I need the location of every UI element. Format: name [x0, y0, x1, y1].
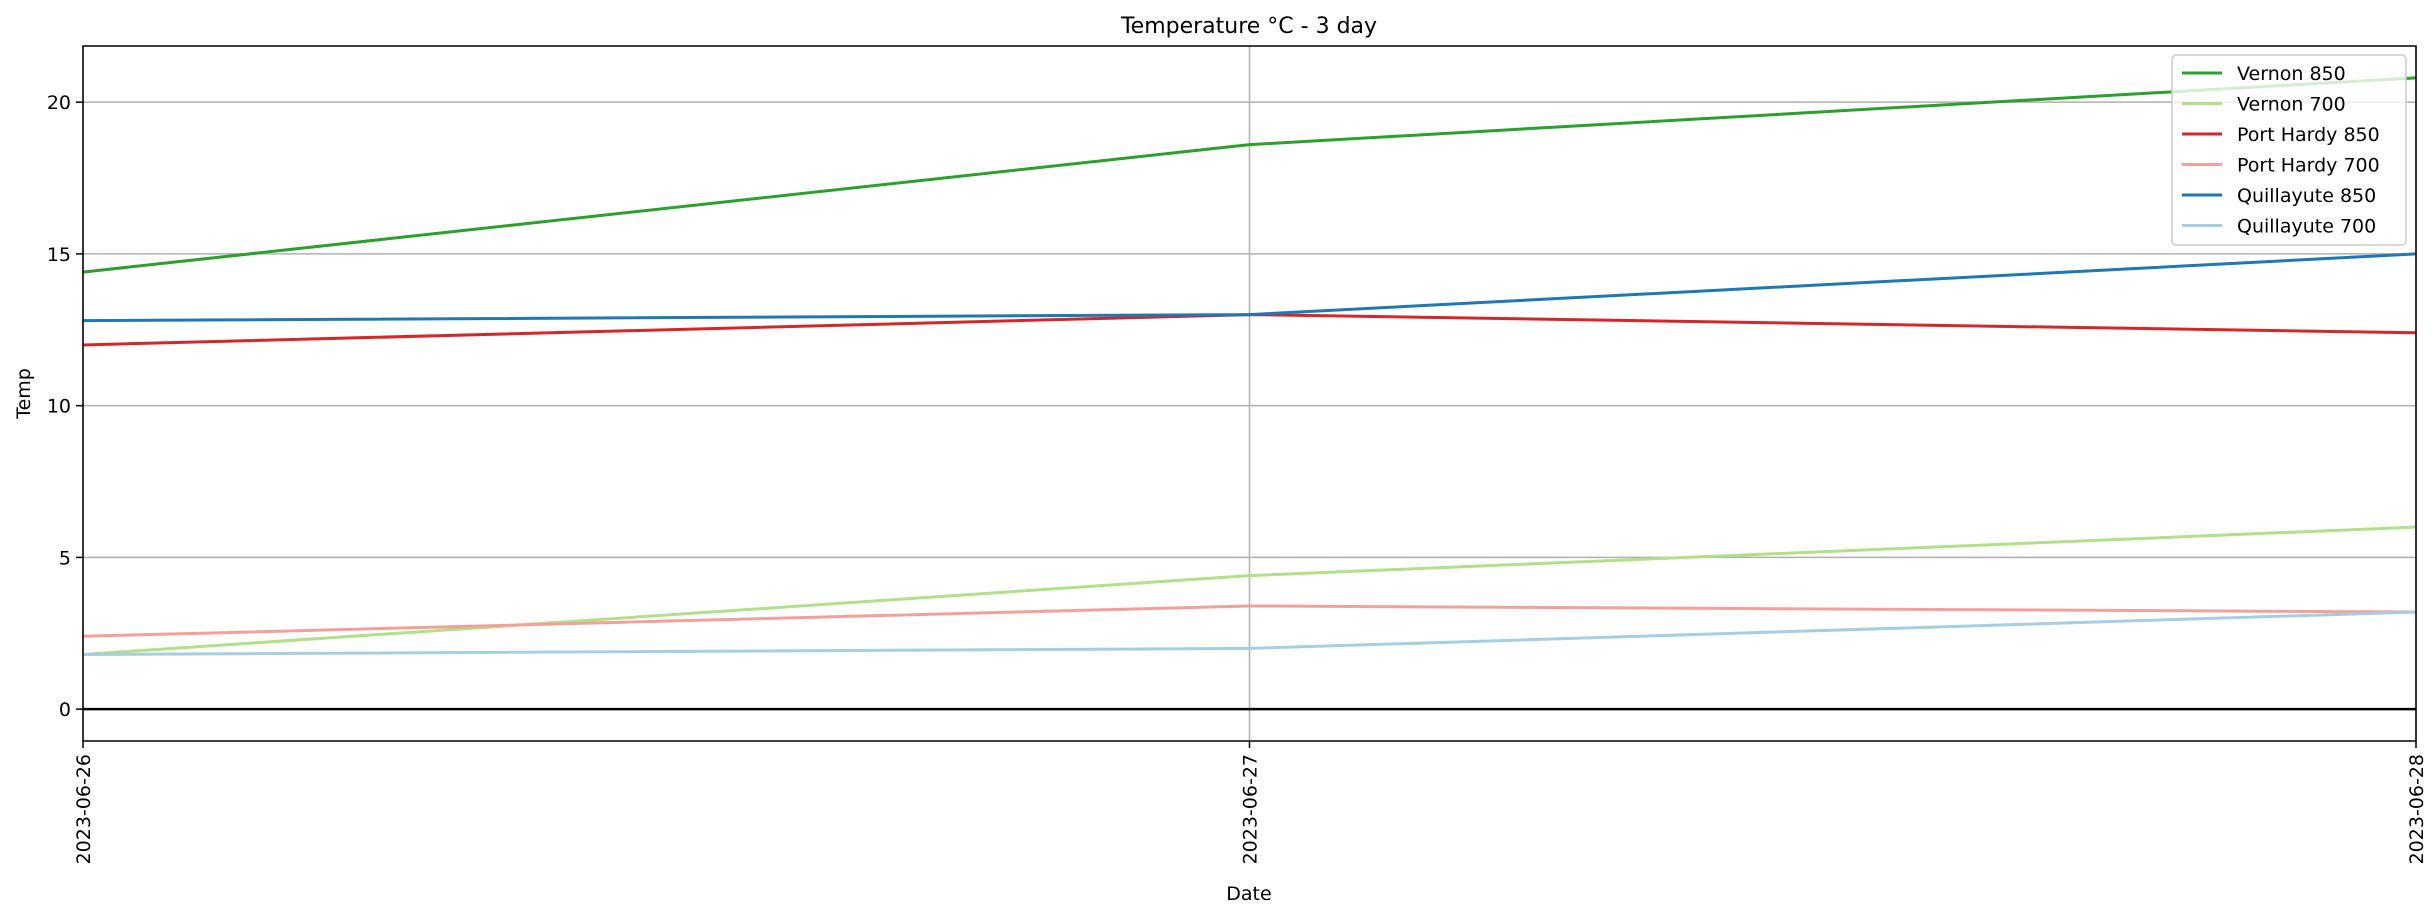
series-layer: [82, 76, 2417, 657]
grid-layer: [82, 46, 2417, 741]
y-tick-label: 20: [47, 92, 71, 114]
y-tick-label: 0: [59, 699, 71, 721]
series-line-0: [82, 76, 2417, 274]
series-line-3: [82, 604, 2417, 638]
y-tick-label: 5: [59, 547, 71, 569]
x-tick-label: 2023-06-26: [73, 754, 95, 864]
series-line-4: [82, 252, 2417, 323]
x-tick-label: 2023-06-28: [2406, 754, 2428, 864]
legend-label: Quillayute 850: [2237, 185, 2376, 207]
legend-label: Quillayute 700: [2237, 216, 2376, 238]
legend-label: Vernon 700: [2237, 94, 2346, 116]
series-line-1: [82, 525, 2417, 657]
x-axis-label: Date: [1226, 883, 1271, 905]
legend-label: Vernon 850: [2237, 63, 2346, 85]
chart-title: Temperature °C - 3 day: [1120, 14, 1377, 39]
y-tick-label: 10: [47, 396, 71, 418]
legend-label: Port Hardy 700: [2237, 155, 2380, 177]
tick-layer: 0 5 10 15 20 2023-06-26 2023-06-27 2023-06-28: [47, 92, 2428, 864]
x-tick-label: 2023-06-27: [1240, 754, 1262, 864]
legend-box: [2171, 54, 2407, 246]
y-tick-label: 15: [47, 244, 71, 266]
y-axis-label: Temp: [13, 368, 35, 420]
series-line-5: [82, 610, 2417, 657]
legend: Vernon 850 Vernon 700 Port Hardy 850 Port H…: [2171, 54, 2407, 246]
legend-label: Port Hardy 850: [2237, 124, 2380, 146]
